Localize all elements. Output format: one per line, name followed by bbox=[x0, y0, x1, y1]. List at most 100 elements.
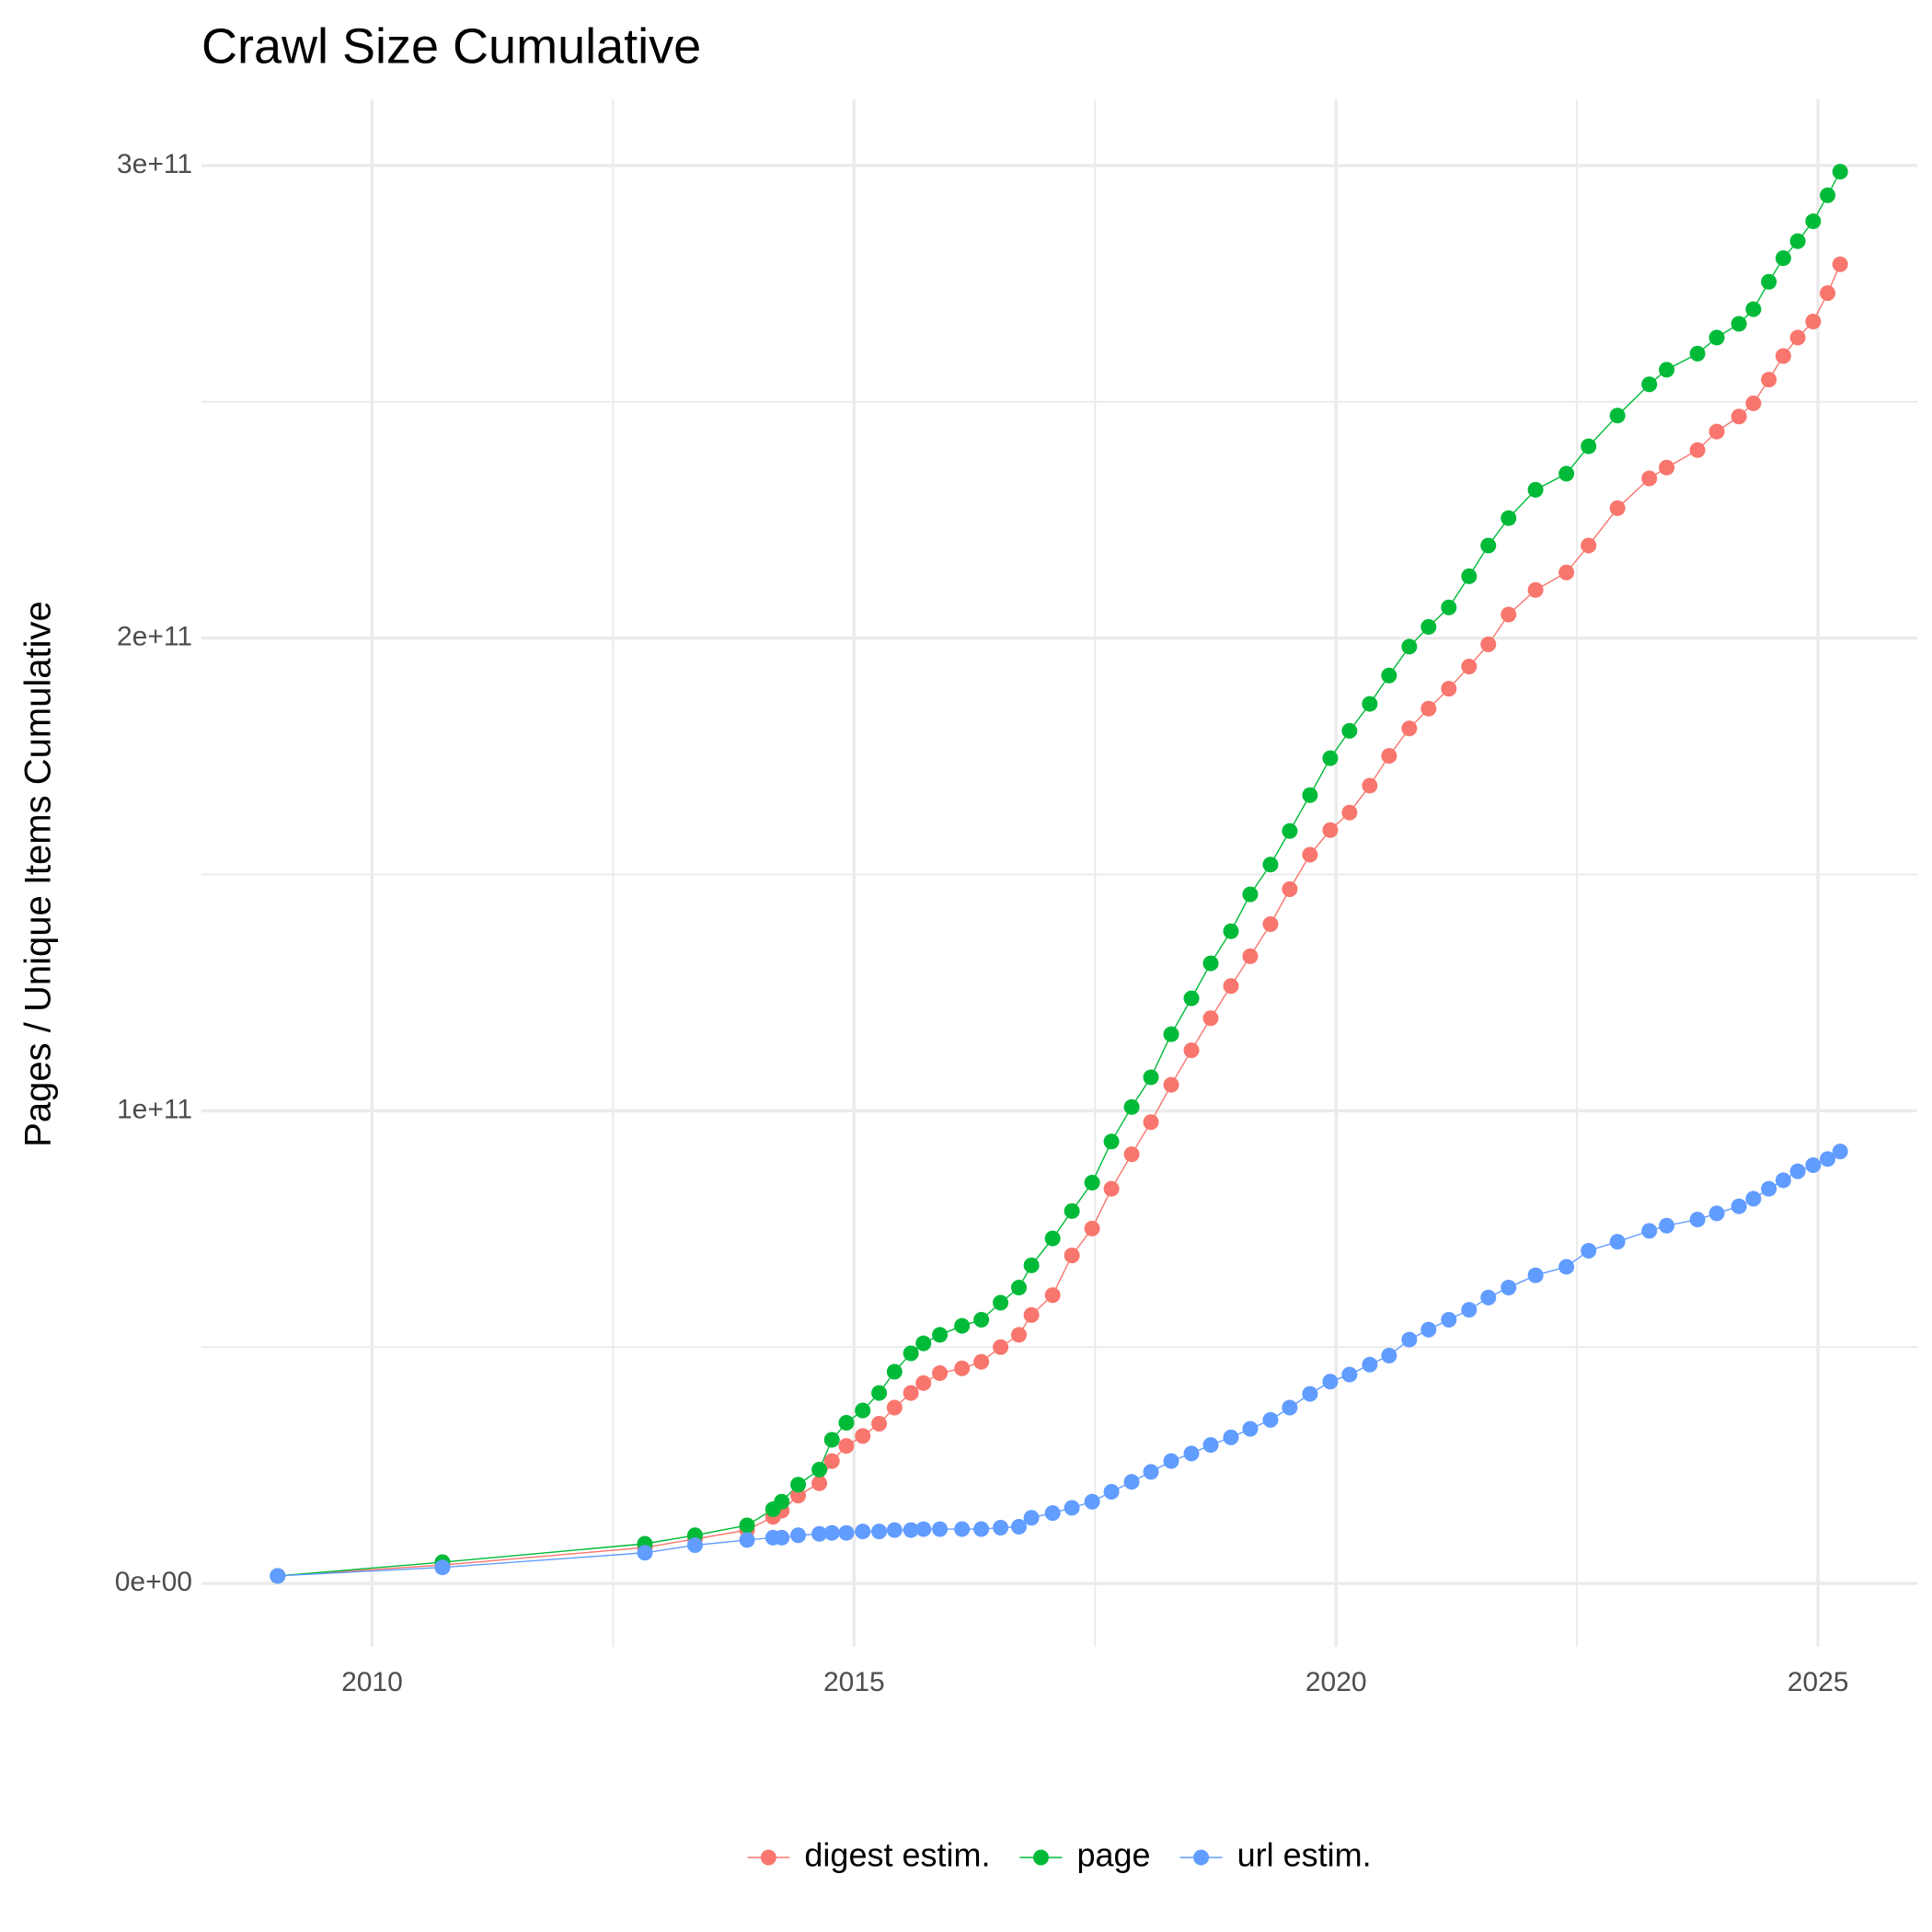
data-point bbox=[1641, 470, 1658, 487]
y-axis-label: Pages / Unique Items Cumulative bbox=[18, 601, 59, 1147]
data-point bbox=[1708, 329, 1725, 346]
data-point bbox=[1143, 1464, 1159, 1480]
data-point bbox=[1731, 316, 1747, 332]
data-point bbox=[1223, 1429, 1239, 1445]
data-point bbox=[871, 1524, 888, 1540]
y-tick-label: 0e+00 bbox=[115, 1567, 192, 1597]
data-point bbox=[1010, 1327, 1027, 1343]
data-point bbox=[932, 1327, 949, 1343]
data-point bbox=[1832, 164, 1848, 180]
data-point bbox=[1480, 636, 1497, 652]
chart-title: Crawl Size Cumulative bbox=[201, 18, 701, 74]
data-point bbox=[1044, 1505, 1061, 1522]
data-point bbox=[838, 1438, 855, 1455]
data-point bbox=[1480, 1289, 1497, 1305]
data-point bbox=[973, 1521, 990, 1537]
data-point bbox=[1123, 1098, 1140, 1115]
data-point bbox=[790, 1527, 807, 1544]
data-point bbox=[811, 1461, 828, 1478]
data-point bbox=[1322, 822, 1339, 838]
data-point bbox=[1609, 1234, 1626, 1250]
data-point bbox=[1023, 1257, 1040, 1273]
data-point bbox=[1609, 408, 1626, 424]
data-point bbox=[1143, 1069, 1159, 1086]
data-point bbox=[1401, 1331, 1418, 1348]
data-point bbox=[1183, 1445, 1200, 1462]
data-point bbox=[811, 1475, 828, 1491]
data-point bbox=[823, 1432, 840, 1448]
data-point bbox=[1805, 313, 1822, 329]
data-point bbox=[903, 1522, 919, 1538]
plot-area bbox=[270, 164, 1848, 1584]
data-point bbox=[1064, 1500, 1080, 1516]
legend-item: url estim. bbox=[1179, 1836, 1372, 1874]
data-point bbox=[434, 1559, 451, 1576]
data-point bbox=[1064, 1202, 1080, 1219]
data-point bbox=[1103, 1180, 1120, 1197]
data-point bbox=[1527, 581, 1544, 598]
legend-label: url estim. bbox=[1237, 1836, 1372, 1874]
data-point bbox=[1501, 510, 1517, 526]
data-point bbox=[1761, 372, 1777, 388]
data-point bbox=[1322, 1374, 1339, 1390]
data-point bbox=[1262, 915, 1279, 932]
data-point bbox=[1123, 1474, 1140, 1490]
data-point bbox=[1282, 880, 1298, 897]
data-point bbox=[1641, 1223, 1658, 1239]
data-point bbox=[1202, 1437, 1219, 1454]
data-point bbox=[1183, 990, 1200, 1006]
data-point bbox=[1420, 618, 1437, 635]
data-point bbox=[1581, 537, 1597, 554]
data-point bbox=[1441, 599, 1457, 615]
data-point bbox=[1745, 395, 1762, 411]
data-point bbox=[1163, 1026, 1179, 1042]
x-tick-label: 2010 bbox=[341, 1667, 403, 1697]
data-point bbox=[954, 1521, 971, 1537]
data-point bbox=[1805, 213, 1822, 230]
y-tick-label: 3e+11 bbox=[117, 149, 192, 179]
legend-item: digest estim. bbox=[747, 1836, 990, 1874]
data-point bbox=[686, 1537, 703, 1554]
legend-label: page bbox=[1076, 1836, 1150, 1874]
data-point bbox=[1302, 1386, 1318, 1402]
data-point bbox=[823, 1453, 840, 1469]
data-point bbox=[1441, 1311, 1457, 1328]
data-point bbox=[855, 1524, 871, 1540]
x-tick-label: 2020 bbox=[1305, 1667, 1367, 1697]
data-point bbox=[1832, 1144, 1848, 1160]
data-point bbox=[1461, 568, 1478, 584]
data-point bbox=[1441, 681, 1457, 697]
y-tick-label: 2e+11 bbox=[117, 622, 192, 652]
data-point bbox=[823, 1524, 840, 1541]
data-point bbox=[1084, 1220, 1100, 1236]
data-point bbox=[973, 1311, 990, 1328]
data-point bbox=[1558, 466, 1575, 482]
data-point bbox=[871, 1416, 888, 1432]
data-point bbox=[774, 1529, 790, 1546]
data-point bbox=[1242, 886, 1259, 903]
data-point bbox=[1820, 1151, 1836, 1167]
data-point bbox=[1322, 750, 1339, 766]
data-point bbox=[774, 1493, 790, 1510]
data-point bbox=[1223, 978, 1239, 995]
data-point bbox=[903, 1385, 919, 1401]
data-point bbox=[1775, 250, 1791, 267]
data-point bbox=[1641, 376, 1658, 393]
data-point bbox=[790, 1488, 807, 1504]
data-point bbox=[1282, 1399, 1298, 1416]
data-point bbox=[1659, 1217, 1675, 1234]
data-point bbox=[1223, 923, 1239, 939]
legend-key-point bbox=[1032, 1849, 1049, 1866]
data-point bbox=[1461, 1302, 1478, 1318]
data-point bbox=[1401, 720, 1418, 737]
data-point bbox=[270, 1568, 286, 1584]
data-point bbox=[1341, 1366, 1358, 1383]
data-point bbox=[1659, 459, 1675, 476]
data-point bbox=[1381, 1348, 1397, 1364]
data-point bbox=[1401, 638, 1418, 655]
data-point bbox=[838, 1414, 855, 1431]
data-point bbox=[1084, 1493, 1100, 1510]
data-point bbox=[1103, 1483, 1120, 1500]
data-point bbox=[1362, 777, 1378, 794]
